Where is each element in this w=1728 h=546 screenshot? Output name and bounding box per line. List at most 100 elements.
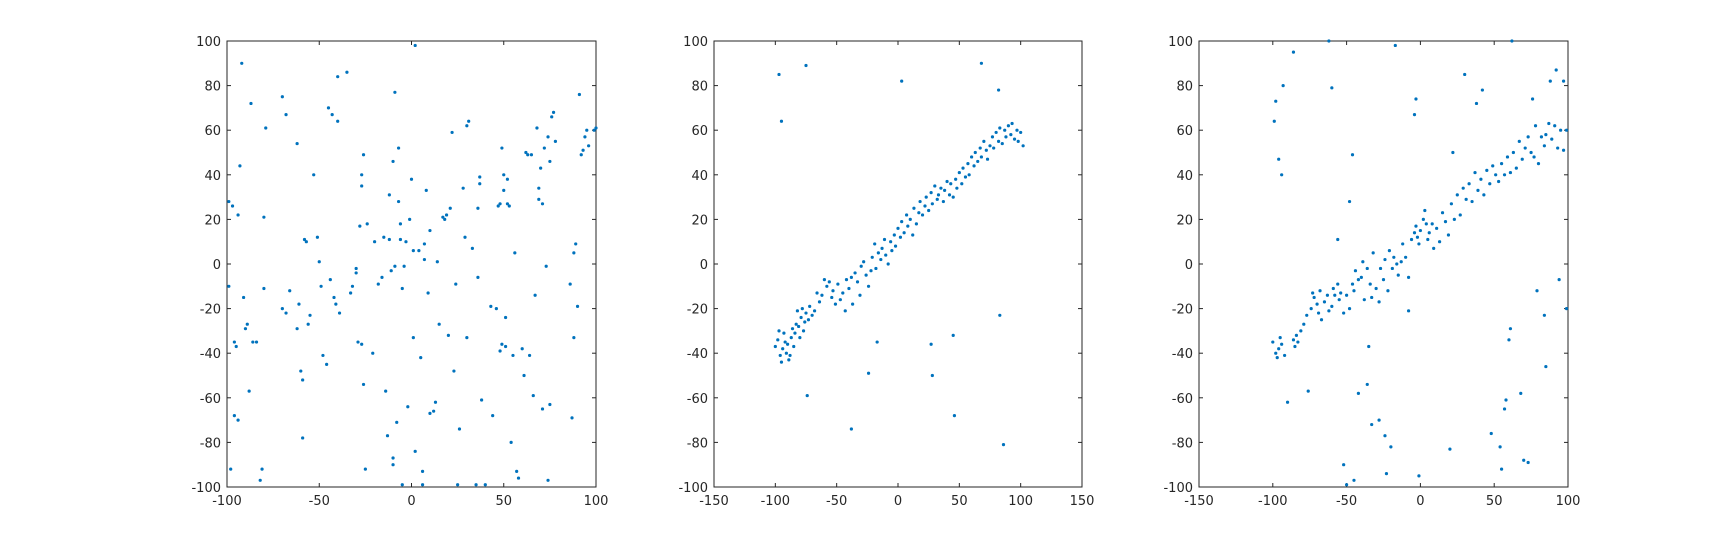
data-point [502,173,506,177]
data-point [1272,119,1276,123]
data-point [998,126,1002,130]
data-point [1414,97,1418,101]
data-point [951,195,955,199]
data-point [1561,79,1566,83]
data-point [790,327,795,331]
data-point [1502,407,1507,411]
data-point [1277,347,1281,351]
data-point [553,139,558,143]
data-point [976,159,980,164]
data-point [889,240,893,244]
data-point [793,331,797,335]
data-point [400,483,404,487]
data-point [422,242,427,246]
data-point [1470,199,1474,204]
data-point [299,369,303,373]
data-point [234,344,238,349]
data-point [575,304,580,308]
y-tick-label: 80 [691,80,708,95]
data-point [893,244,898,248]
data-point [870,255,874,259]
data-point [251,340,255,344]
data-point [795,309,800,313]
data-point [1377,300,1381,304]
data-point [784,351,788,355]
data-point [853,271,857,275]
data-point [498,202,502,206]
y-tick-label: 0 [700,258,708,273]
data-point [522,373,526,378]
data-point [988,144,992,148]
data-point [1451,150,1455,155]
data-point [264,126,268,130]
data-point [349,291,353,295]
x-tick-label: -50 [1336,494,1357,509]
data-point [817,300,822,304]
data-point [1345,293,1349,297]
data-point [1019,130,1023,135]
y-tick-label: -100 [191,481,221,496]
data-point [1446,233,1451,237]
data-point [984,148,988,152]
data-point [955,186,959,190]
data-point [262,215,266,219]
data-point [801,329,806,333]
data-point [1274,99,1278,103]
data-point [1476,188,1480,193]
data-point [448,206,452,210]
data-point [1278,335,1282,340]
data-point [456,483,460,487]
data-point [330,112,334,117]
data-point [476,206,480,210]
data-point [1418,228,1422,233]
data-point [827,280,831,284]
data-point [849,275,853,279]
data-point [585,128,589,132]
data-point [373,240,377,244]
data-point [949,182,953,186]
data-point [1368,282,1372,286]
data-point [540,407,545,411]
data-point [527,353,532,358]
data-point [503,344,508,349]
x-tick-label: -150 [1184,494,1214,509]
data-point [970,155,974,159]
data-point [1458,213,1462,217]
data-point [568,282,572,286]
data-point [1283,353,1287,358]
axes-frame-left [226,40,597,488]
data-point [866,371,871,375]
data-point [1336,237,1340,242]
data-point [1356,391,1361,395]
y-tick-label: 80 [1176,80,1193,95]
data-point [1280,173,1284,177]
data-point [1421,217,1425,221]
data-point [1342,311,1346,315]
data-point [1393,43,1397,48]
data-point [531,393,535,398]
data-point [1271,340,1275,344]
data-point [918,199,922,204]
data-point [1315,302,1319,306]
data-point [238,164,242,168]
data-point [789,335,793,340]
y-tick-label: -100 [678,481,708,496]
data-point [542,146,546,150]
data-point [417,249,421,253]
data-point [1299,329,1303,333]
data-point [396,199,401,204]
data-point [805,393,809,398]
y-tick-label: -80 [687,436,708,451]
data-point [936,193,941,197]
data-point [923,204,927,208]
data-point [1347,307,1352,311]
data-point [1406,275,1411,279]
data-point [474,483,478,487]
data-point [502,188,506,193]
x-tick-label: 50 [1486,494,1503,509]
data-point [334,302,338,306]
data-point [992,146,996,150]
data-point [978,146,982,150]
data-point [841,291,845,295]
data-point [419,356,423,360]
